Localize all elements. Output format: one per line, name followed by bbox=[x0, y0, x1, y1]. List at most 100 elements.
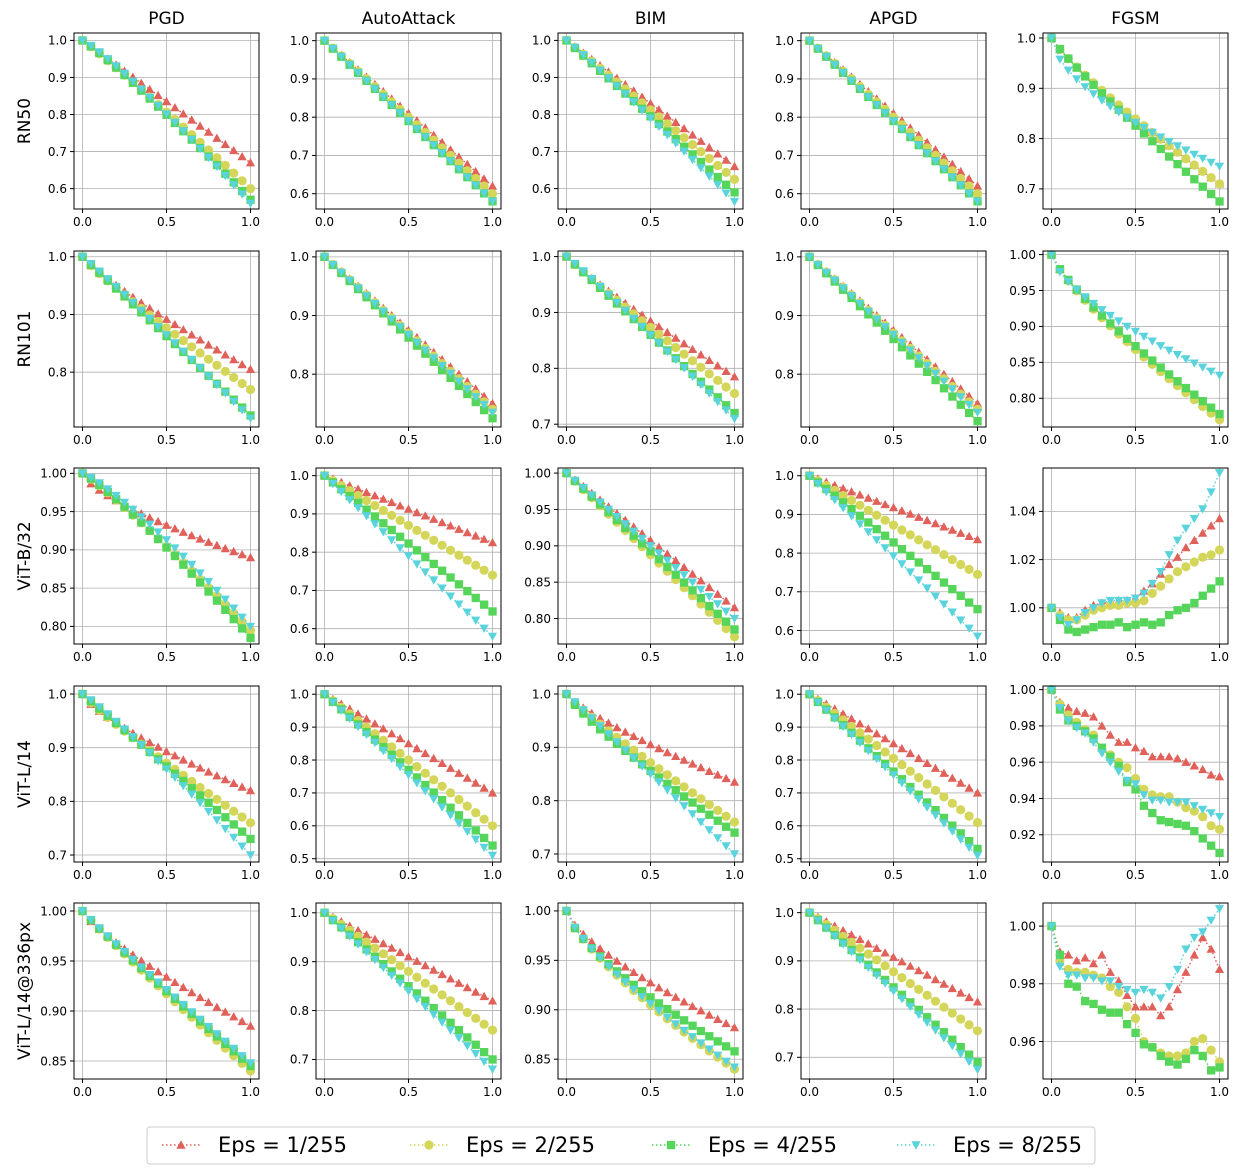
data-point bbox=[888, 552, 899, 561]
data-point bbox=[722, 617, 731, 626]
data-point bbox=[378, 494, 388, 503]
data-point bbox=[370, 85, 380, 94]
data-point bbox=[930, 157, 941, 166]
data-point bbox=[1139, 618, 1149, 627]
data-point bbox=[229, 778, 239, 787]
data-point bbox=[170, 339, 180, 348]
data-point bbox=[671, 1020, 681, 1029]
data-point bbox=[838, 483, 848, 493]
data-point bbox=[1147, 752, 1157, 761]
data-point bbox=[446, 573, 455, 582]
data-point bbox=[1055, 613, 1065, 623]
data-point bbox=[387, 510, 397, 520]
data-point bbox=[846, 930, 857, 939]
data-point bbox=[872, 536, 882, 545]
data-point bbox=[1173, 819, 1182, 829]
data-point bbox=[187, 790, 197, 799]
data-point bbox=[1063, 971, 1073, 980]
series-line bbox=[82, 39, 251, 164]
data-point bbox=[471, 616, 481, 625]
data-point bbox=[696, 147, 706, 157]
data-point bbox=[220, 350, 230, 359]
data-point bbox=[662, 347, 672, 356]
data-point bbox=[645, 322, 656, 332]
data-point bbox=[170, 103, 180, 112]
data-point bbox=[855, 511, 865, 520]
data-point bbox=[203, 127, 214, 136]
data-point bbox=[721, 366, 731, 375]
data-point bbox=[1081, 72, 1090, 81]
data-point bbox=[729, 850, 740, 859]
data-point bbox=[396, 758, 405, 767]
data-point bbox=[1189, 950, 1199, 959]
data-point bbox=[1130, 743, 1141, 752]
data-point bbox=[136, 741, 146, 750]
data-point bbox=[855, 520, 865, 529]
data-point bbox=[429, 354, 439, 363]
data-point bbox=[855, 719, 865, 728]
data-point bbox=[880, 109, 890, 118]
data-point bbox=[662, 786, 672, 795]
data-point bbox=[830, 491, 839, 500]
y-tick-label: 0.80 bbox=[524, 612, 551, 626]
data-point bbox=[487, 189, 498, 199]
x-tick-label: 1.0 bbox=[241, 1085, 260, 1099]
data-point bbox=[429, 559, 438, 569]
data-point bbox=[687, 810, 698, 819]
data-point bbox=[688, 150, 697, 159]
data-point bbox=[680, 792, 689, 801]
data-point bbox=[178, 755, 188, 764]
x-tick-label: 0.0 bbox=[73, 215, 92, 229]
data-point bbox=[319, 253, 330, 262]
x-tick-label: 0.5 bbox=[884, 215, 903, 229]
data-point bbox=[1072, 706, 1082, 716]
data-point bbox=[1181, 562, 1191, 572]
x-tick-label: 0.0 bbox=[800, 650, 819, 664]
data-point bbox=[212, 596, 222, 605]
data-point bbox=[888, 771, 899, 780]
data-point bbox=[1063, 950, 1073, 959]
data-point bbox=[404, 765, 413, 774]
data-point bbox=[654, 542, 664, 551]
data-point bbox=[446, 803, 455, 812]
data-point bbox=[905, 509, 915, 518]
data-point bbox=[136, 85, 146, 94]
data-point bbox=[128, 298, 138, 307]
data-point bbox=[620, 727, 630, 736]
data-point bbox=[403, 739, 414, 748]
data-point bbox=[964, 811, 974, 821]
x-tick-label: 1.0 bbox=[241, 433, 260, 447]
data-point bbox=[212, 816, 222, 825]
data-point bbox=[170, 329, 180, 339]
data-point bbox=[1189, 160, 1199, 170]
data-point bbox=[972, 997, 983, 1006]
data-point bbox=[730, 625, 739, 634]
data-point bbox=[663, 562, 672, 572]
data-point bbox=[462, 773, 472, 782]
data-point bbox=[471, 1049, 481, 1059]
data-point bbox=[86, 260, 96, 269]
data-point bbox=[1207, 584, 1216, 593]
data-point bbox=[687, 569, 698, 578]
data-point bbox=[637, 735, 647, 745]
data-point bbox=[1156, 994, 1166, 1003]
data-point bbox=[1122, 322, 1132, 331]
data-point bbox=[888, 753, 899, 764]
data-point bbox=[595, 282, 605, 292]
data-point bbox=[914, 141, 924, 150]
data-point bbox=[471, 826, 480, 835]
y-tick-label: 0.8 bbox=[1017, 132, 1036, 146]
data-point bbox=[922, 1018, 932, 1027]
x-tick-label: 0.5 bbox=[884, 868, 903, 882]
x-tick-label: 1.0 bbox=[483, 215, 502, 229]
data-point bbox=[705, 601, 714, 611]
data-point bbox=[1105, 982, 1115, 992]
data-point bbox=[1215, 197, 1224, 206]
data-point bbox=[412, 972, 422, 982]
data-point bbox=[922, 970, 932, 979]
y-tick-label: 1.0 bbox=[532, 34, 551, 48]
data-point bbox=[454, 580, 464, 589]
data-point bbox=[1131, 620, 1140, 629]
data-point bbox=[488, 607, 497, 616]
data-point bbox=[429, 1010, 439, 1020]
